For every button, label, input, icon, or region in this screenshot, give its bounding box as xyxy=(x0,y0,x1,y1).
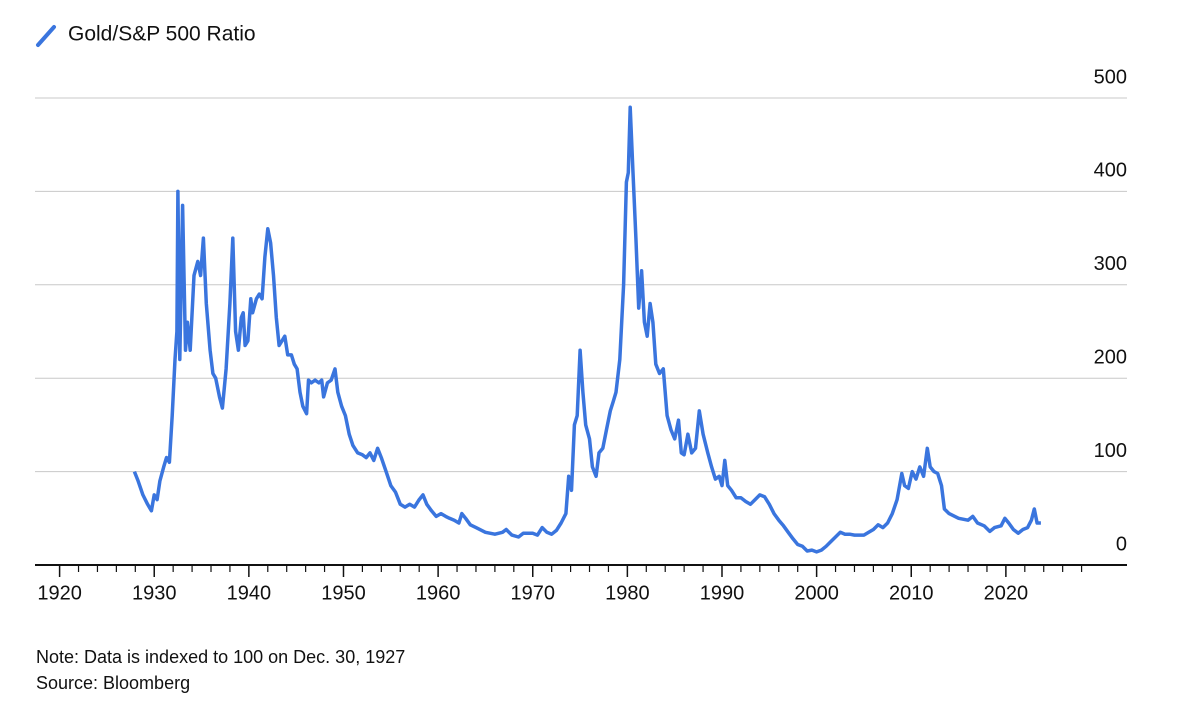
legend-swatch xyxy=(36,25,56,47)
y-tick-label: 300 xyxy=(1094,253,1127,275)
x-tick-label: 1990 xyxy=(700,582,745,604)
y-tick-label: 500 xyxy=(1094,66,1127,88)
x-tick-label: 1950 xyxy=(321,582,366,604)
note: Note: Data is indexed to 100 on Dec. 30,… xyxy=(36,647,405,667)
legend-label: Gold/S&P 500 Ratio xyxy=(68,23,256,46)
line-series xyxy=(132,105,1041,554)
x-tick-label: 1970 xyxy=(510,582,555,604)
y-tick-label: 400 xyxy=(1094,160,1127,182)
x-tick-label: 2000 xyxy=(794,582,839,604)
x-tick-label: 1960 xyxy=(416,582,461,604)
y-tick-label: 200 xyxy=(1094,346,1127,368)
x-tick-label: 2020 xyxy=(984,582,1029,604)
y-tick-label: 0 xyxy=(1116,533,1127,555)
source: Source: Bloomberg xyxy=(36,673,190,693)
y-tick-label: 100 xyxy=(1094,440,1127,462)
x-tick-label: 1980 xyxy=(605,582,650,604)
x-tick-label: 1930 xyxy=(132,582,177,604)
x-tick-label: 1920 xyxy=(37,582,82,604)
x-tick-label: 1940 xyxy=(227,582,272,604)
x-tick-label: 2010 xyxy=(889,582,934,604)
